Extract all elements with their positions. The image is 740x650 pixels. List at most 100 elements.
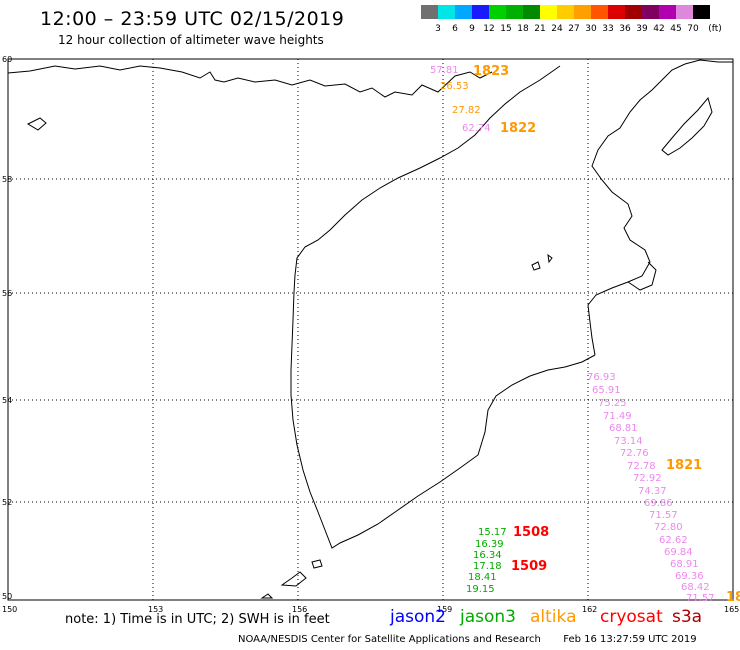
track-1822-label: 1822 — [500, 121, 536, 136]
track-1821-value-18: 71.57 — [686, 593, 715, 604]
lon-tick-165: 165 — [724, 605, 739, 614]
track-1821-value-14: 69.84 — [664, 547, 693, 558]
scale-label-7: 21 — [534, 24, 546, 34]
kamchatka-west-coast — [290, 65, 596, 549]
scale-swatch-6 — [523, 5, 540, 19]
axis-labels: 150 153 156 159 162 165 60 58 56 54 52 5… — [2, 55, 739, 614]
scale-swatch-7 — [540, 5, 557, 19]
track-1821-value-9: 74.37 — [638, 486, 667, 497]
scale-swatch-13 — [642, 5, 659, 19]
satellite-cryosat: cryosat — [600, 607, 663, 627]
scale-label-6: 18 — [517, 24, 529, 34]
northern-coast — [7, 65, 493, 98]
track-1823: 57.81 26.53 1823 — [430, 64, 509, 92]
graticule — [8, 59, 733, 600]
scale-swatch-11 — [608, 5, 625, 19]
scale-label-11: 33 — [602, 24, 614, 34]
scale-unit: (ft) — [708, 24, 722, 34]
track-1823-label: 1823 — [473, 64, 509, 79]
footer-note: note: 1) Time is in UTC; 2) SWH is in fe… — [65, 612, 330, 627]
track-1822: 27.82 62.74 1822 — [452, 105, 536, 136]
kuril-island-3 — [260, 593, 274, 599]
track-1821-value-4: 68.81 — [609, 423, 638, 434]
lat-tick-54: 54 — [2, 396, 12, 405]
scale-swatch-16 — [693, 5, 710, 19]
satellite-jason2: jason2 — [390, 607, 446, 627]
scale-label-9: 27 — [568, 24, 580, 34]
track-1509-value-2: 19.15 — [466, 584, 495, 595]
lon-tick-162: 162 — [582, 605, 597, 614]
track-1821-value-15: 68.91 — [670, 559, 699, 570]
karaginsky-island — [661, 96, 713, 156]
shantar-islands — [26, 117, 47, 131]
scale-label-2: 6 — [452, 24, 458, 34]
footer-credit: NOAA/NESDIS Center for Satellite Applica… — [238, 634, 697, 645]
track-1508-value-1: 16.39 — [475, 539, 504, 550]
credit-text: NOAA/NESDIS Center for Satellite Applica… — [238, 634, 541, 645]
edge-track-label: 18 — [726, 590, 740, 605]
scale-label-1: 3 — [435, 24, 441, 34]
scale-swatch-10 — [591, 5, 608, 19]
track-1821-value-10: 69.86 — [644, 498, 673, 509]
lon-tick-153: 153 — [148, 605, 163, 614]
track-1821-value-6: 72.76 — [620, 448, 649, 459]
track-1821-value-3: 71.49 — [603, 411, 632, 422]
track-1821-value-11: 71.57 — [649, 510, 678, 521]
track-1821-value-0: 76.93 — [587, 372, 616, 383]
track-1823-value-0: 57.81 — [430, 65, 459, 76]
scale-swatch-9 — [574, 5, 591, 19]
map-frame — [7, 58, 734, 601]
track-1509-value-0: 17.18 — [473, 561, 502, 572]
scale-swatch-14 — [659, 5, 676, 19]
track-1509-label: 1509 — [511, 559, 547, 574]
track-1508-value-0: 15.17 — [478, 527, 507, 538]
satellite-jason3: jason3 — [460, 607, 516, 627]
scale-label-4: 12 — [483, 24, 495, 34]
scale-swatch-3 — [472, 5, 489, 19]
track-1821-label: 1821 — [666, 458, 702, 473]
lat-tick-50: 50 — [2, 592, 12, 601]
track-1823-value-1: 26.53 — [440, 81, 469, 92]
scale-swatch-12 — [625, 5, 642, 19]
scale-swatch-5 — [506, 5, 523, 19]
track-1508: 15.17 16.39 16.34 1508 — [473, 525, 549, 561]
track-1821-value-5: 73.14 — [614, 436, 643, 447]
lat-tick-58: 58 — [2, 175, 12, 184]
lat-tick-52: 52 — [2, 498, 12, 507]
track-1822-value-0: 27.82 — [452, 105, 481, 116]
scale-label-14: 42 — [653, 24, 665, 34]
scale-label-15: 45 — [670, 24, 682, 34]
track-1821-value-17: 68.42 — [681, 582, 710, 593]
kamchatka-bay — [627, 261, 657, 291]
lat-tick-56: 56 — [2, 289, 12, 298]
small-island-1 — [531, 261, 541, 271]
scale-swatch-0 — [421, 5, 438, 19]
track-1821-value-16: 69.36 — [675, 571, 704, 582]
scale-label-5: 15 — [500, 24, 512, 34]
scale-label-13: 39 — [636, 24, 648, 34]
scale-swatch-1 — [438, 5, 455, 19]
kamchatka-east-coast — [587, 59, 733, 356]
scale-swatch-15 — [676, 5, 693, 19]
lon-tick-150: 150 — [2, 605, 17, 614]
kuril-island-2 — [311, 559, 323, 569]
chart-subtitle: 12 hour collection of altimeter wave hei… — [58, 33, 324, 47]
track-1821-value-12: 72.80 — [654, 522, 683, 533]
track-1821-value-8: 72.92 — [633, 473, 662, 484]
scale-swatch-8 — [557, 5, 574, 19]
track-1821-value-13: 62.62 — [659, 535, 688, 546]
track-1821: 76.93 65.91 75.25 71.49 68.81 73.14 72.7… — [587, 372, 715, 604]
track-1821-value-7: 72.78 — [627, 461, 656, 472]
track-1821-value-1: 65.91 — [592, 385, 621, 396]
coastline — [7, 59, 733, 599]
track-1822-value-1: 62.74 — [462, 123, 491, 134]
satellite-altika: altika — [530, 607, 577, 627]
chart-title: 12:00 – 23:59 UTC 02/15/2019 — [40, 8, 345, 30]
satellite-s3a: s3a — [672, 607, 703, 627]
scale-label-10: 30 — [585, 24, 597, 34]
track-1508-value-2: 16.34 — [473, 550, 502, 561]
scale-label-3: 9 — [469, 24, 475, 34]
track-1508-label: 1508 — [513, 525, 549, 540]
scale-label-12: 36 — [619, 24, 631, 34]
lon-tick-159: 159 — [437, 605, 452, 614]
